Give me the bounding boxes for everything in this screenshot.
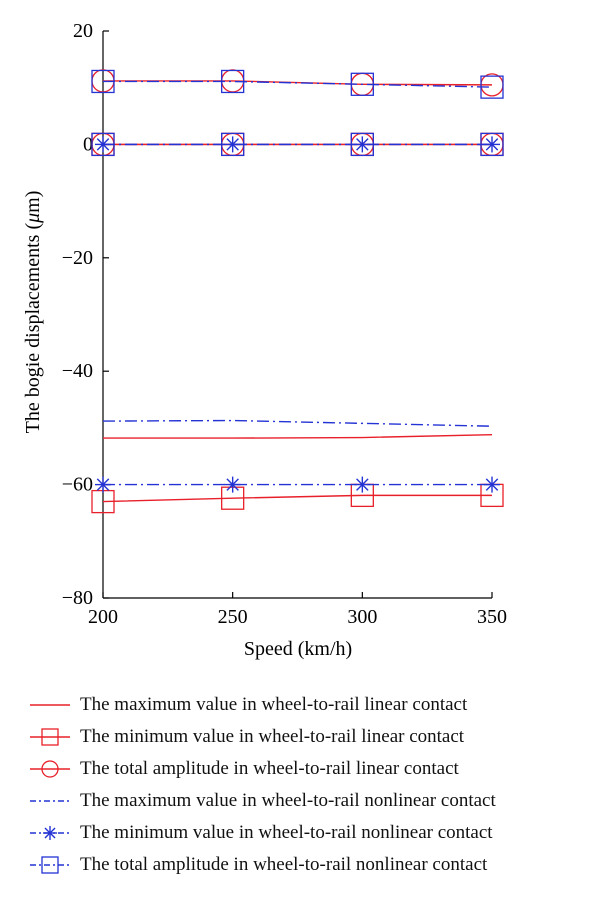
legend-item: The total amplitude in wheel-to-rail lin…: [0, 754, 600, 786]
y-axis-label-prefix: The bogie displacements (: [22, 223, 44, 434]
legend-swatch: [30, 856, 70, 874]
asterisk-stroke: [485, 478, 499, 491]
legend-item: The minimum value in wheel-to-rail nonli…: [0, 818, 600, 850]
data-point-asterisk: [43, 826, 57, 840]
legend-swatch: [30, 826, 70, 840]
data-point-asterisk: [224, 476, 241, 493]
x-tick-label: 300: [347, 606, 377, 628]
asterisk-stroke: [44, 827, 56, 839]
y-tick-label: −60: [62, 474, 93, 496]
data-point-circle: [41, 760, 59, 778]
asterisk-stroke: [356, 138, 369, 151]
asterisk-stroke: [356, 478, 369, 491]
legend-item: The maximum value in wheel-to-rail nonli…: [0, 786, 600, 818]
data-point-asterisk: [484, 136, 500, 153]
asterisk-stroke: [485, 138, 499, 151]
legend-item: The minimum value in wheel-to-rail linea…: [0, 722, 600, 754]
data-point-square: [41, 856, 59, 874]
series-2-line: [103, 80, 493, 86]
y-tick-label: 0: [83, 133, 93, 155]
legend-label: The minimum value in wheel-to-rail nonli…: [80, 822, 493, 843]
legend-label: The total amplitude in wheel-to-rail non…: [80, 854, 488, 875]
y-tick-label: −80: [62, 587, 93, 609]
y-tick-label: −20: [62, 247, 93, 269]
y-tick-label: −40: [62, 360, 93, 382]
legend-label: The total amplitude in wheel-to-rail lin…: [80, 758, 459, 779]
series-1-line: [102, 494, 492, 503]
x-tick-label: 200: [88, 606, 118, 628]
data-point-asterisk: [484, 476, 500, 493]
data-point-asterisk: [224, 136, 241, 153]
legend-item: The total amplitude in wheel-to-rail non…: [0, 850, 600, 882]
y-axis-label-unit: μ: [22, 213, 44, 224]
asterisk-stroke: [96, 138, 110, 151]
data-point-asterisk: [354, 476, 371, 493]
legend-swatch: [30, 800, 70, 802]
series-3-line: [102, 419, 493, 427]
data-point-asterisk: [95, 136, 111, 153]
y-axis-label-suffix: m): [22, 191, 44, 213]
asterisk-stroke: [226, 478, 239, 491]
data-point-square: [91, 69, 115, 94]
x-tick-label: 350: [477, 606, 507, 628]
data-point-asterisk: [95, 476, 111, 493]
asterisk-stroke: [96, 478, 110, 491]
y-axis-label: The bogie displacements (μm): [22, 191, 44, 434]
legend-label: The maximum value in wheel-to-rail linea…: [80, 694, 468, 715]
y-tick-label: 20: [73, 20, 93, 42]
data-point-square: [480, 75, 504, 99]
series-5-line: [103, 80, 493, 88]
plot-area: [91, 69, 504, 514]
series-0-line: [103, 434, 493, 439]
x-axis-label: Speed (km/h): [244, 638, 352, 660]
x-tick-label: 250: [218, 606, 248, 628]
asterisk-stroke: [226, 138, 239, 151]
legend-item: The maximum value in wheel-to-rail linea…: [0, 690, 600, 722]
legend-label: The minimum value in wheel-to-rail linea…: [80, 726, 465, 747]
data-point-asterisk: [354, 136, 371, 153]
legend: The maximum value in wheel-to-rail linea…: [0, 682, 600, 892]
data-point-square: [350, 72, 374, 96]
legend-swatch: [30, 760, 70, 778]
legend-swatch: [30, 704, 70, 706]
legend-swatch: [30, 728, 70, 746]
data-point-square: [221, 69, 245, 94]
data-point-square: [41, 728, 59, 746]
legend-label: The maximum value in wheel-to-rail nonli…: [80, 790, 496, 811]
